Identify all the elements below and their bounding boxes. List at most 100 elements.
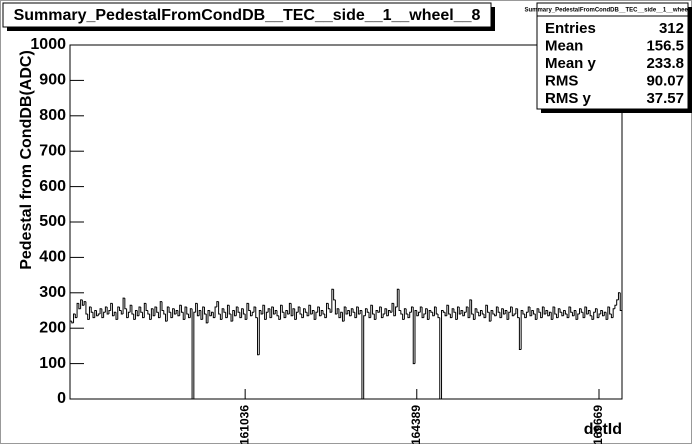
title-box	[2, 2, 492, 28]
histogram-bin	[110, 302, 113, 311]
histogram-bin	[320, 310, 323, 316]
histogram-bin	[205, 314, 208, 324]
stats-label: Entries	[545, 20, 596, 37]
histogram-bin	[149, 314, 152, 320]
histogram-bin	[586, 306, 589, 315]
histogram-bin	[143, 302, 147, 318]
histogram-bin	[451, 308, 454, 318]
stats-box	[536, 2, 689, 110]
histogram-bin	[341, 312, 345, 322]
histogram-bin	[559, 308, 562, 313]
histogram-bin	[375, 310, 378, 320]
histogram-bin	[292, 308, 295, 316]
y-axis-label: Pedestal from CondDB(ADC)	[18, 50, 35, 270]
histogram-bin	[73, 313, 76, 323]
histogram-bin	[76, 302, 79, 318]
histogram-bin	[168, 306, 171, 313]
histogram-bin	[472, 314, 476, 320]
histogram-bin	[113, 311, 116, 316]
histogram-bin	[550, 312, 553, 320]
histogram-bin	[195, 302, 198, 313]
histogram-bin	[104, 306, 108, 313]
histogram-bin	[474, 308, 477, 320]
stats-label: Mean	[545, 37, 583, 54]
histogram-bin	[502, 308, 506, 315]
histogram-bin	[111, 303, 115, 317]
histogram-bin	[301, 314, 304, 319]
histogram-bin	[524, 314, 527, 319]
histogram-bin	[166, 306, 170, 322]
histogram-bin	[246, 302, 249, 320]
histogram-bin	[223, 308, 226, 313]
histogram-bin	[589, 310, 592, 317]
histogram-bin	[458, 306, 461, 315]
histogram-bin	[439, 317, 442, 400]
histogram-bin	[83, 301, 86, 306]
histogram-bin	[598, 313, 601, 318]
histogram-bin	[203, 306, 207, 315]
histogram-bin	[216, 301, 219, 307]
histogram-bin	[416, 310, 419, 317]
x-axis-label: detId	[584, 421, 622, 438]
histogram-bin	[494, 314, 497, 317]
y-tick-label: 700	[39, 142, 66, 159]
histogram-bin	[444, 312, 447, 317]
histogram-bin	[446, 304, 449, 316]
histogram-bin	[106, 306, 109, 315]
histogram-bin	[547, 310, 550, 317]
histogram-bin	[593, 311, 596, 320]
histogram-bin	[221, 308, 224, 320]
histogram-bin	[538, 308, 541, 313]
x-tick-label: 0164389	[409, 405, 423, 444]
histogram-bin	[74, 314, 78, 319]
histogram-bin	[564, 310, 568, 315]
y-tick-label: 600	[39, 178, 66, 195]
histogram-bin	[533, 310, 536, 315]
histogram-bin	[264, 305, 267, 320]
histogram-bin	[186, 306, 189, 315]
histogram-bin	[85, 301, 88, 315]
stats-label: RMS	[545, 72, 578, 89]
histogram-bin	[563, 310, 566, 316]
histogram-bin	[152, 308, 155, 317]
histogram-bin	[212, 312, 216, 319]
histogram-bin	[92, 312, 95, 319]
histogram-bin	[214, 306, 217, 318]
histogram-bin	[99, 308, 102, 315]
histogram-bin	[129, 304, 132, 313]
histogram-bin	[276, 310, 279, 317]
stats-label: Mean y	[545, 55, 597, 72]
histogram-bin	[387, 310, 391, 316]
histogram-bin	[432, 312, 435, 317]
histogram-bin	[285, 310, 288, 318]
histogram-bin	[239, 312, 242, 319]
histogram-bin	[343, 306, 346, 322]
histogram-bin	[318, 306, 322, 317]
histogram-bin	[543, 306, 546, 315]
histogram-bin	[283, 312, 286, 319]
x-tick-label: 0169669	[591, 405, 605, 444]
histogram-bin	[609, 306, 612, 315]
histogram-bin	[170, 312, 173, 319]
histogram-bin	[159, 301, 162, 318]
histogram-bin	[278, 315, 281, 320]
histogram-bin	[426, 308, 430, 320]
histogram-bin	[315, 311, 318, 320]
histogram-bin	[573, 310, 576, 316]
histogram-bin	[226, 304, 230, 318]
histogram-bin	[248, 303, 251, 311]
histogram-bin	[548, 311, 552, 316]
histogram-bin	[188, 314, 191, 319]
histogram-bin	[209, 310, 212, 317]
histogram-bin	[272, 306, 276, 315]
histogram-bin	[218, 301, 221, 315]
histogram-bin	[534, 314, 538, 320]
histogram-bin	[402, 314, 405, 320]
histogram-bin	[165, 314, 168, 322]
histogram-bin	[448, 305, 451, 315]
histogram-bin	[161, 301, 164, 311]
histogram-bin	[540, 312, 543, 319]
histogram-bin	[228, 305, 231, 315]
histogram-bin	[94, 310, 97, 318]
histogram-bin	[122, 297, 125, 315]
